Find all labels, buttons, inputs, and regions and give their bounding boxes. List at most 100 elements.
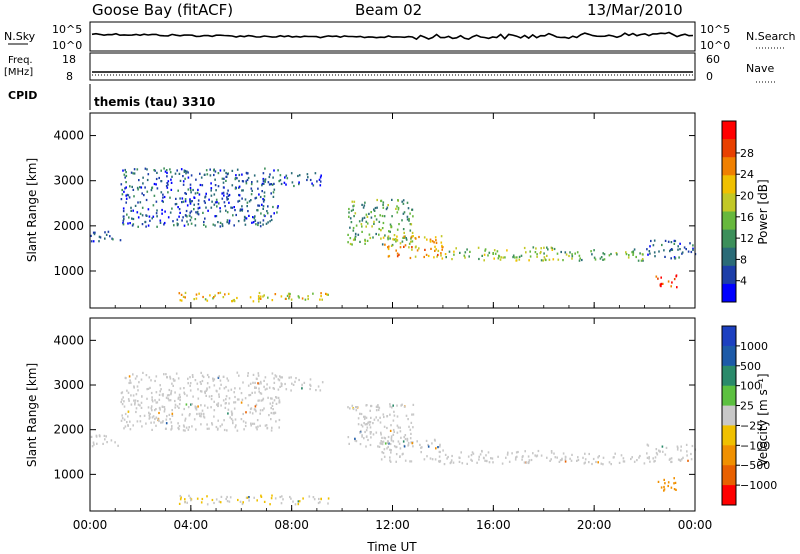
heatmap-cell xyxy=(360,423,363,426)
heatmap-cell xyxy=(197,405,199,408)
heatmap-cell xyxy=(247,372,249,375)
heatmap-cell xyxy=(403,211,406,214)
heatmap-cell xyxy=(186,215,188,218)
heatmap-cell xyxy=(411,240,414,243)
heatmap-cell xyxy=(312,292,314,295)
heatmap-cell xyxy=(387,435,390,439)
heatmap-cell xyxy=(540,259,543,262)
heatmap-cell xyxy=(180,299,183,302)
heatmap-cell xyxy=(218,395,220,398)
heatmap-cell xyxy=(354,439,356,442)
heatmap-cell xyxy=(326,293,328,296)
heatmap-cell xyxy=(227,389,230,392)
heatmap-cell xyxy=(131,185,133,188)
heatmap-cell xyxy=(203,220,205,224)
heatmap-cell xyxy=(397,206,400,209)
heatmap-cell xyxy=(143,194,145,197)
heatmap-cell xyxy=(470,454,473,457)
heatmap-cell xyxy=(199,381,202,384)
heatmap-cell xyxy=(98,235,101,238)
heatmap-cell xyxy=(270,192,272,195)
heatmap-cell xyxy=(364,201,366,204)
heatmap-cell xyxy=(392,433,395,436)
heatmap-cell xyxy=(412,426,414,429)
heatmap-cell xyxy=(686,454,688,457)
heatmap-cell xyxy=(646,452,648,455)
heatmap-cell xyxy=(412,215,414,218)
heatmap-cell xyxy=(231,169,234,172)
heatmap-cell xyxy=(396,205,398,208)
heatmap-cell xyxy=(255,426,257,429)
heatmap-cell xyxy=(658,450,661,453)
heatmap-cell xyxy=(536,454,539,457)
heatmap-cell xyxy=(189,202,192,205)
heatmap-cell xyxy=(382,440,385,443)
heatmap-cell xyxy=(221,224,224,228)
heatmap-cell xyxy=(437,446,439,449)
colorbar-swatch xyxy=(722,365,736,387)
heatmap-cell xyxy=(136,420,139,423)
heatmap-cell xyxy=(381,243,384,246)
heatmap-cell xyxy=(216,403,218,406)
heatmap-cell xyxy=(162,200,164,203)
heatmap-cell xyxy=(255,410,257,413)
heatmap-cell xyxy=(431,458,434,461)
heatmap-cell xyxy=(361,230,363,233)
heatmap-cell xyxy=(226,173,229,176)
heatmap-cell xyxy=(141,206,144,209)
heatmap-cell xyxy=(481,449,483,453)
heatmap-cell xyxy=(132,394,135,397)
heatmap-cell xyxy=(355,224,358,227)
heatmap-cell xyxy=(200,415,202,418)
heatmap-cell xyxy=(161,405,164,408)
heatmap-cell xyxy=(263,191,266,194)
heatmap-cell xyxy=(279,385,281,388)
heatmap-cell xyxy=(398,442,401,445)
heatmap-cell xyxy=(158,406,161,410)
heatmap-cell xyxy=(193,298,195,301)
heatmap-cell xyxy=(654,255,656,258)
heatmap-cell xyxy=(564,460,567,463)
heatmap-cell xyxy=(99,236,102,239)
heatmap-cell xyxy=(219,501,222,504)
velocity-panel-frame xyxy=(89,317,696,512)
heatmap-cell xyxy=(156,215,158,218)
heatmap-cell xyxy=(212,377,214,380)
heatmap-cell xyxy=(663,485,665,489)
heatmap-cell xyxy=(217,221,219,224)
heatmap-cell xyxy=(471,459,473,462)
heatmap-cell xyxy=(147,224,150,227)
heatmap-cell xyxy=(210,182,212,185)
heatmap-cell xyxy=(221,192,223,195)
heatmap-cell xyxy=(369,421,372,424)
heatmap-cell xyxy=(253,408,256,411)
heatmap-cell xyxy=(225,179,227,182)
heatmap-cell xyxy=(172,378,175,381)
heatmap-cell xyxy=(164,408,166,411)
heatmap-cell xyxy=(102,442,104,445)
heatmap-cell xyxy=(403,445,406,448)
heatmap-cell xyxy=(389,237,391,240)
heatmap-cell xyxy=(458,460,461,463)
heatmap-cell xyxy=(593,249,595,252)
heatmap-cell xyxy=(236,398,239,401)
heatmap-cell xyxy=(564,458,567,461)
heatmap-cell xyxy=(172,220,174,223)
heatmap-cell xyxy=(227,379,230,382)
heatmap-cell xyxy=(557,258,560,261)
heatmap-cell xyxy=(650,239,652,243)
heatmap-cell xyxy=(405,414,408,417)
heatmap-cell xyxy=(628,254,630,257)
heatmap-cell xyxy=(260,399,263,402)
heatmap-cell xyxy=(171,409,173,412)
heatmap-cell xyxy=(546,456,548,459)
freq-label-line2: [MHz] xyxy=(4,67,33,78)
power-heatmap xyxy=(90,167,697,303)
heatmap-cell xyxy=(632,253,634,256)
heatmap-cell xyxy=(549,459,551,462)
heatmap-cell xyxy=(261,182,264,185)
heatmap-cell xyxy=(238,199,241,202)
heatmap-cell xyxy=(579,257,581,260)
heatmap-cell xyxy=(365,225,367,228)
heatmap-cell xyxy=(361,425,364,428)
